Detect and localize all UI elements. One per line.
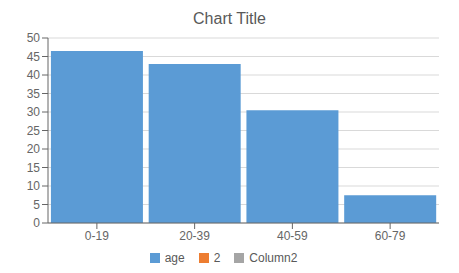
html-text:2: 2 xyxy=(213,251,221,265)
html-text:Chart Title: Chart Title xyxy=(193,10,266,27)
svg-text:60-79: 60-79 xyxy=(375,229,406,243)
svg-text:15: 15 xyxy=(27,161,41,175)
html-text:age: age xyxy=(164,251,185,265)
svg-text:40-59: 40-59 xyxy=(277,229,308,243)
svg-text:5: 5 xyxy=(33,198,40,212)
svg-text:25: 25 xyxy=(27,124,41,138)
svg-text:20: 20 xyxy=(27,142,41,156)
html-text:Column2: Column2 xyxy=(249,251,298,265)
svg-text:40: 40 xyxy=(27,68,41,82)
svg-text:35: 35 xyxy=(27,87,41,101)
svg-text:0: 0 xyxy=(33,216,40,230)
svg-text:0-19: 0-19 xyxy=(85,229,109,243)
svg-text:30: 30 xyxy=(27,105,41,119)
svg-text:20-39: 20-39 xyxy=(179,229,210,243)
svg-text:45: 45 xyxy=(27,50,41,64)
svg-text:50: 50 xyxy=(27,31,41,45)
svg-text:10: 10 xyxy=(27,179,41,193)
